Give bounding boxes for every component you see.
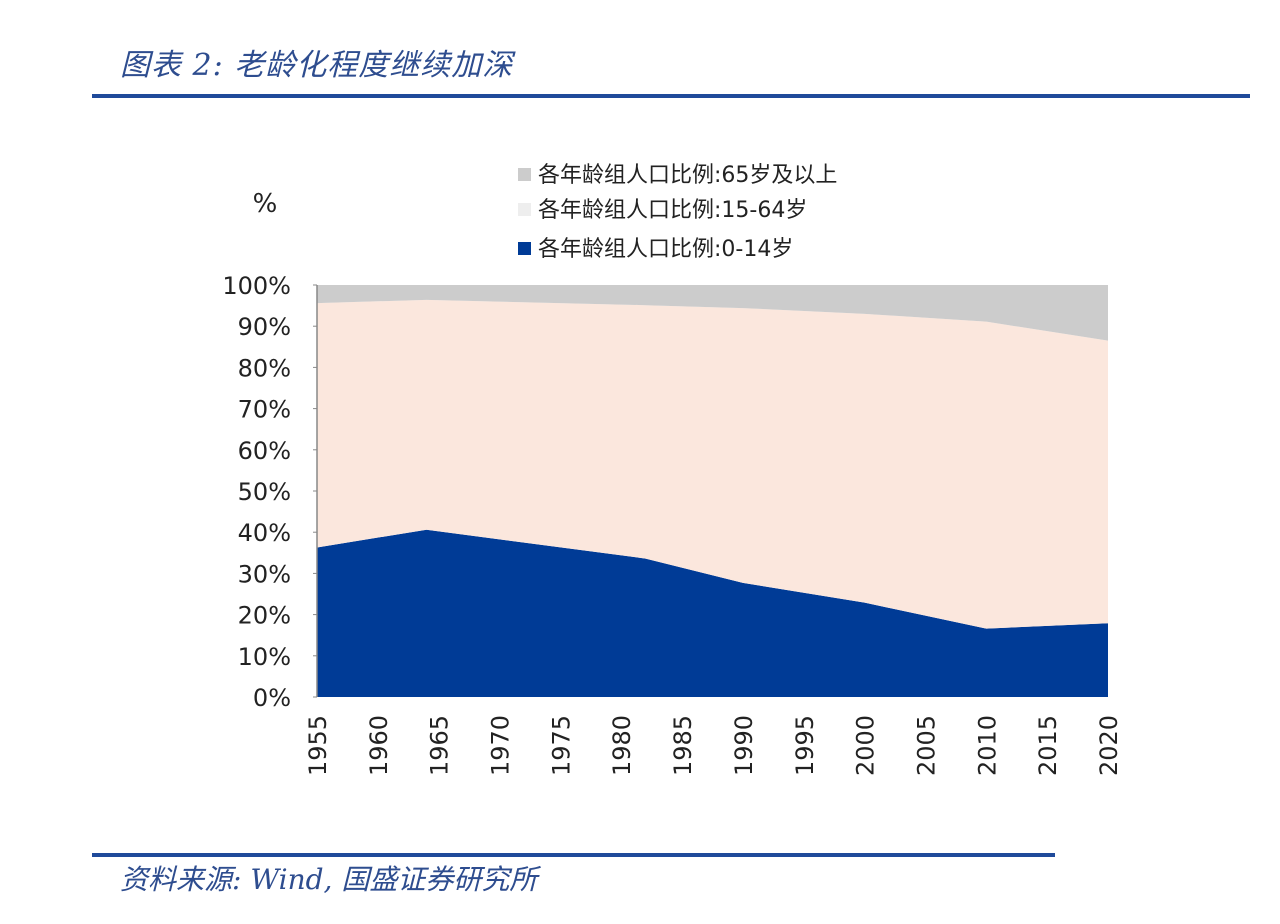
y-tick-label: 80% [238, 354, 291, 382]
x-tick-label: 2005 [912, 715, 940, 776]
y-axis-label: % [253, 189, 278, 219]
y-tick-label: 100% [222, 272, 291, 300]
title-divider [92, 94, 1250, 98]
x-tick-label: 1970 [487, 715, 515, 776]
x-tick-label: 1995 [791, 715, 819, 776]
source-divider [92, 853, 1055, 857]
y-tick-label: 40% [238, 519, 291, 547]
figure-title: 图表 2: 老龄化程度继续加深 [120, 48, 514, 83]
y-tick-label: 10% [238, 643, 291, 671]
x-tick-label: 1965 [426, 715, 454, 776]
source-note: 资料来源: Wind, 国盛证券研究所 [120, 863, 538, 896]
x-tick-label: 2010 [973, 715, 1001, 776]
legend-label: 各年龄组人口比例:65岁及以上 [538, 163, 837, 188]
legend-label: 各年龄组人口比例:15-64岁 [538, 198, 807, 223]
area-series-0 [317, 285, 1108, 341]
y-tick-label: 90% [238, 313, 291, 341]
x-tick-label: 2000 [852, 715, 880, 776]
x-tick-label: 2020 [1095, 715, 1123, 776]
area-series-1 [317, 299, 1108, 629]
legend-swatch [518, 203, 531, 216]
x-tick-label: 1975 [547, 715, 575, 776]
x-tick-label: 2015 [1034, 715, 1062, 776]
y-tick-label: 0% [253, 684, 291, 712]
legend-swatch [518, 168, 531, 181]
x-tick-label: 1990 [730, 715, 758, 776]
x-tick-label: 1980 [608, 715, 636, 776]
y-tick-label: 20% [238, 602, 291, 630]
legend-label: 各年龄组人口比例:0-14岁 [538, 237, 793, 262]
y-tick-label: 60% [238, 437, 291, 465]
y-tick-label: 50% [238, 478, 291, 506]
x-tick-label: 1955 [304, 715, 332, 776]
y-tick-label: 30% [238, 560, 291, 588]
area-series-2 [317, 529, 1108, 697]
legend-swatch [518, 242, 531, 255]
x-tick-label: 1985 [669, 715, 697, 776]
y-tick-label: 70% [238, 396, 291, 424]
x-tick-label: 1960 [365, 715, 393, 776]
